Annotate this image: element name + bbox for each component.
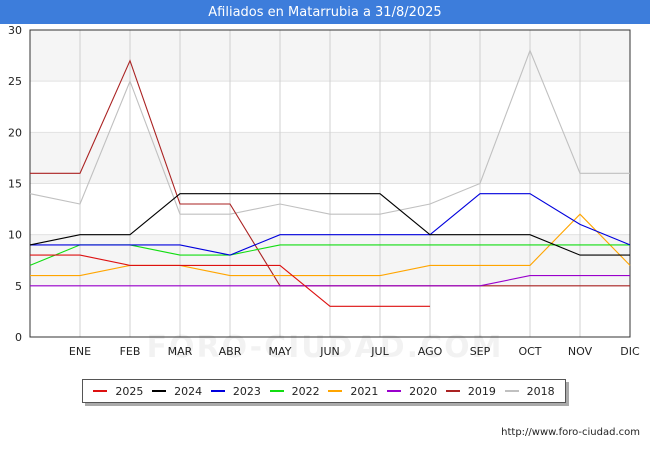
chart-title: Afiliados en Matarrubia a 31/8/2025 — [0, 0, 650, 24]
y-tick-label: 30 — [8, 24, 22, 37]
legend-label: 2021 — [350, 384, 379, 398]
series-line-2023 — [30, 193, 631, 256]
watermark: FORO-CIUDAD.COM — [146, 330, 504, 365]
y-tick-label: 5 — [15, 280, 22, 293]
legend-swatch — [504, 390, 519, 392]
legend-label: 2020 — [409, 384, 438, 398]
legend-label: 2022 — [291, 384, 320, 398]
legend-swatch — [152, 390, 167, 392]
source-url: http://www.foro-ciudad.com — [501, 427, 640, 438]
legend-item-2024: 2024 — [152, 385, 202, 398]
legend-swatch — [328, 390, 343, 392]
x-tick-label: NOV — [568, 345, 593, 358]
legend-item-2018: 2018 — [504, 384, 555, 398]
x-tick-label: DIC — [620, 345, 640, 358]
series-line-2025 — [30, 254, 430, 307]
x-tick-label: AGO — [418, 345, 443, 358]
series-line-2018 — [29, 48, 630, 215]
legend-item-2023: 2023 — [210, 384, 261, 398]
legend-swatch — [269, 390, 284, 392]
legend-label: 2025 — [115, 384, 144, 398]
y-tick-label: 25 — [8, 75, 22, 88]
y-tick-label: 0 — [15, 331, 22, 344]
x-tick-label: MAY — [269, 345, 292, 358]
legend-label: 2024 — [174, 384, 203, 398]
legend-swatch — [445, 390, 460, 392]
x-tick-label: MAR — [168, 345, 193, 358]
legend-swatch — [93, 390, 108, 392]
x-tick-label: OCT — [518, 345, 541, 358]
x-tick-label: JUN — [319, 345, 340, 358]
series-line-2020 — [30, 275, 630, 287]
legend-item-2022: 2022 — [269, 384, 320, 398]
x-tick-label: SEP — [470, 345, 491, 358]
y-tick-label: 20 — [8, 126, 22, 139]
legend-swatch — [210, 390, 225, 392]
plot-border — [29, 29, 631, 338]
legend-item-2025: 2025 — [93, 385, 143, 398]
legend: 2025 2024 2023 2022 2021 2020 2019 2018 — [82, 379, 566, 403]
y-tick-label: 15 — [8, 178, 22, 191]
legend-label: 2018 — [526, 384, 555, 398]
legend-label: 2019 — [467, 384, 496, 398]
legend-swatch — [387, 390, 402, 392]
legend-item-2019: 2019 — [445, 384, 496, 398]
y-tick-label: 10 — [8, 229, 22, 242]
legend-label: 2023 — [232, 384, 261, 398]
x-tick-label: ABR — [219, 345, 242, 358]
legend-item-2021: 2021 — [328, 385, 378, 398]
x-tick-label: JUL — [370, 345, 389, 358]
legend-item-2020: 2020 — [387, 385, 437, 398]
x-tick-label: FEB — [120, 345, 141, 358]
series-line-2024 — [29, 193, 630, 256]
x-tick-label: ENE — [69, 345, 91, 358]
